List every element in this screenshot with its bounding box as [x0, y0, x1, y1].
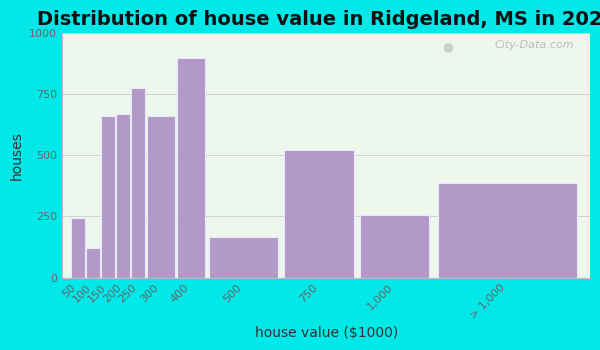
Bar — [116, 114, 130, 278]
X-axis label: house value ($1000): house value ($1000) — [254, 326, 398, 340]
Bar — [360, 215, 429, 278]
Bar — [147, 116, 175, 278]
Bar — [284, 150, 354, 278]
Bar — [71, 218, 85, 278]
Text: City-Data.com: City-Data.com — [495, 40, 574, 50]
Bar — [177, 57, 205, 278]
Y-axis label: houses: houses — [10, 131, 24, 180]
Text: ●: ● — [442, 40, 453, 54]
Bar — [131, 88, 145, 278]
Bar — [86, 248, 100, 278]
Bar — [438, 183, 577, 278]
Title: Distribution of house value in Ridgeland, MS in 2022: Distribution of house value in Ridgeland… — [37, 10, 600, 29]
Bar — [101, 116, 115, 278]
Bar — [209, 237, 278, 278]
